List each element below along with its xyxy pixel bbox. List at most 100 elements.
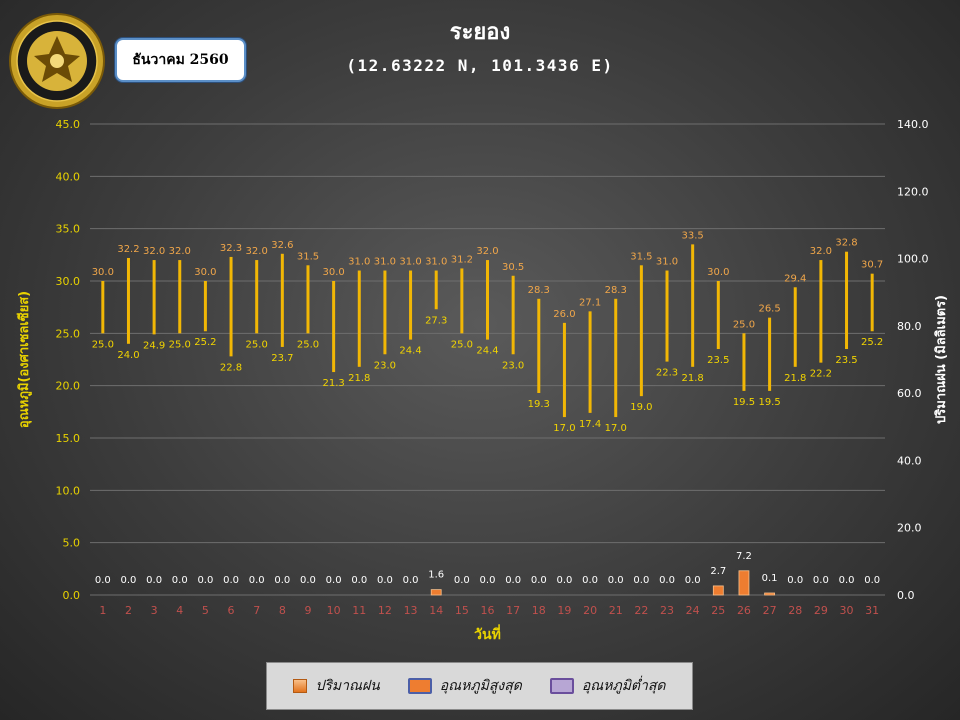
min-temp-label: 22.3 xyxy=(656,368,678,379)
min-temp-label: 23.7 xyxy=(271,353,293,364)
x-tick-label: 1 xyxy=(99,604,106,617)
y-axis-label: อุณหภูมิ(องศาเซลเซียส) xyxy=(16,291,32,428)
rain-value-label: 0.0 xyxy=(839,575,855,586)
chart-title: ระยอง xyxy=(449,20,511,45)
y-tick-label: 20.0 xyxy=(56,380,81,393)
legend: ปริมาณฝน อุณหภูมิสูงสุด อุณหภูมิต่ำสุด xyxy=(266,662,693,710)
legend-min-label: อุณหภูมิต่ำสุด xyxy=(581,678,666,694)
legend-rain-label: ปริมาณฝน xyxy=(315,678,380,694)
x-tick-label: 13 xyxy=(404,604,418,617)
temp-range-bar xyxy=(460,268,464,334)
x-tick-label: 16 xyxy=(481,604,495,617)
temp-range-bar xyxy=(101,281,105,334)
x-tick-label: 24 xyxy=(686,604,700,617)
rain-value-label: 0.0 xyxy=(505,575,521,586)
y-tick-label: 0.0 xyxy=(63,589,81,602)
x-tick-label: 23 xyxy=(660,604,674,617)
min-temp-label: 25.2 xyxy=(861,337,883,348)
rain-value-label: 0.0 xyxy=(326,575,342,586)
x-tick-label: 18 xyxy=(532,604,546,617)
rain-value-label: 0.0 xyxy=(351,575,367,586)
rain-value-label: 0.0 xyxy=(531,575,547,586)
rain-value-label: 0.0 xyxy=(403,575,419,586)
temp-range-bar xyxy=(845,251,849,350)
x-tick-label: 11 xyxy=(352,604,366,617)
min-temp-label: 19.5 xyxy=(733,397,755,408)
y2-tick-label: 0.0 xyxy=(897,589,915,602)
min-temp-label: 24.4 xyxy=(399,346,421,357)
rain-bar xyxy=(764,592,775,596)
max-temp-label: 30.0 xyxy=(707,267,729,278)
x-tick-label: 25 xyxy=(711,604,725,617)
temp-range-bar xyxy=(588,311,592,413)
x-tick-label: 29 xyxy=(814,604,828,617)
month-label: ธันวาคม 2560 xyxy=(115,38,246,82)
min-temp-label: 27.3 xyxy=(425,315,447,326)
x-tick-label: 4 xyxy=(176,604,183,617)
temp-range-bar xyxy=(409,270,413,340)
rain-value-label: 0.0 xyxy=(249,575,265,586)
min-temp-label: 17.0 xyxy=(605,423,627,434)
rain-value-label: 0.0 xyxy=(813,575,829,586)
temp-range-bar xyxy=(665,270,669,362)
temp-range-bar xyxy=(870,273,874,332)
min-temp-label: 25.0 xyxy=(246,339,268,350)
max-temp-label: 32.6 xyxy=(271,240,293,251)
max-temp-label: 25.0 xyxy=(733,319,755,330)
rain-bar xyxy=(738,570,750,596)
x-tick-label: 27 xyxy=(763,604,777,617)
rain-value-label: 0.0 xyxy=(172,575,188,586)
max-temp-label: 32.2 xyxy=(117,244,139,255)
max-temp-label: 28.3 xyxy=(605,285,627,296)
max-temp-label: 32.0 xyxy=(476,246,498,257)
temp-range-bar xyxy=(819,260,823,363)
temp-range-bar xyxy=(793,287,797,367)
max-temp-label: 31.0 xyxy=(656,257,678,268)
max-temp-label: 32.0 xyxy=(169,246,191,257)
min-temp-label: 22.8 xyxy=(220,362,242,373)
min-temp-label: 25.0 xyxy=(92,339,114,350)
min-temp-label: 22.2 xyxy=(810,369,832,380)
max-temp-label: 31.5 xyxy=(630,251,652,262)
max-temp-label: 30.5 xyxy=(502,262,524,273)
x-tick-label: 20 xyxy=(583,604,597,617)
min-temp-label: 23.0 xyxy=(502,360,524,371)
y-tick-label: 25.0 xyxy=(56,327,81,340)
min-temp-label: 24.4 xyxy=(476,346,498,357)
rain-value-label: 0.0 xyxy=(864,575,880,586)
max-temp-label: 31.5 xyxy=(297,251,319,262)
x-tick-label: 2 xyxy=(125,604,132,617)
y-tick-label: 15.0 xyxy=(56,432,81,445)
max-temp-label: 30.7 xyxy=(861,260,883,271)
min-temp-label: 21.8 xyxy=(348,373,370,384)
min-temp-label: 19.5 xyxy=(758,397,780,408)
temp-range-bar xyxy=(255,260,259,334)
max-temp-label: 32.0 xyxy=(810,246,832,257)
x-tick-label: 3 xyxy=(151,604,158,617)
legend-item-min: อุณหภูมิต่ำสุด xyxy=(549,675,666,697)
temp-range-bar xyxy=(537,298,541,393)
x-tick-label: 26 xyxy=(737,604,751,617)
min-temp-label: 21.8 xyxy=(682,373,704,384)
min-temp-swatch-icon xyxy=(549,678,574,694)
legend-item-rain: ปริมาณฝน xyxy=(293,675,380,697)
max-temp-label: 31.0 xyxy=(348,257,370,268)
x-tick-label: 7 xyxy=(253,604,260,617)
y2-tick-label: 80.0 xyxy=(897,320,922,333)
min-temp-label: 17.0 xyxy=(553,423,575,434)
temp-range-bar xyxy=(332,281,336,373)
min-temp-label: 21.3 xyxy=(322,378,344,389)
x-tick-label: 10 xyxy=(327,604,341,617)
y2-tick-label: 20.0 xyxy=(897,522,922,535)
rain-bar xyxy=(712,585,724,596)
rain-value-label: 0.0 xyxy=(300,575,316,586)
temp-range-bar xyxy=(716,281,720,350)
x-tick-label: 19 xyxy=(557,604,571,617)
max-temp-label: 26.5 xyxy=(758,304,780,315)
rain-value-label: 0.0 xyxy=(377,575,393,586)
temp-range-bar xyxy=(562,322,566,418)
legend-item-max: อุณหภูมิสูงสุด xyxy=(407,675,522,697)
x-axis-label: วันที่ xyxy=(474,624,501,643)
rain-bar xyxy=(430,589,442,596)
